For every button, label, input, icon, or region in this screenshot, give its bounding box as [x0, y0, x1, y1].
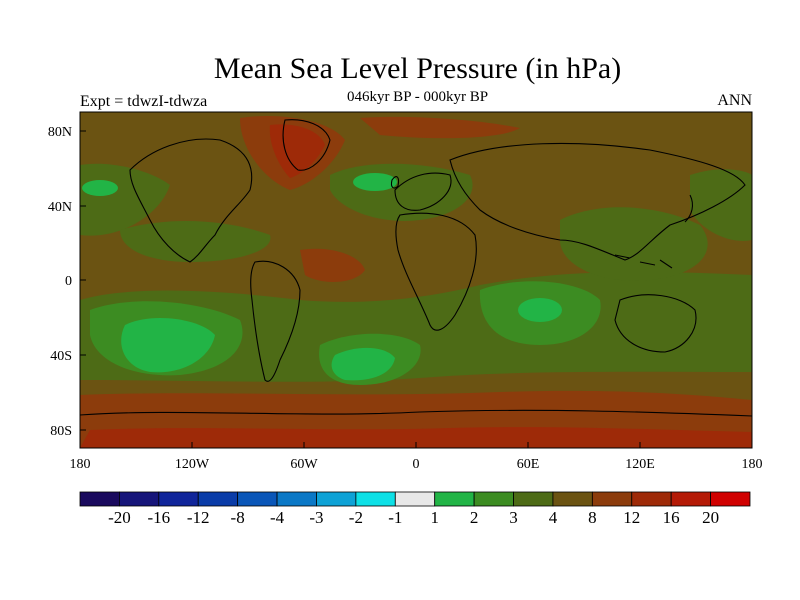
lon-tick-label: 0: [413, 457, 420, 472]
colorbar: -20 -16 -12 -8 -4 -3 -2 -1 1 2 3 4 8 12 16 20: [79, 491, 751, 527]
tropical-pacific-green: [120, 220, 271, 262]
colorbar-label: 2: [470, 508, 479, 527]
colorbar-label: -20: [108, 508, 131, 527]
lon-axis: 180 120W 60W 0 60E 120E 180: [70, 442, 763, 472]
coast-north-america: [129, 138, 253, 263]
north-pacific-green-east: [690, 169, 752, 241]
lat-axis: 80N 40N 0 40S 80S: [48, 125, 86, 439]
colorbar-label: -8: [231, 508, 245, 527]
colorbar-label: -12: [187, 508, 210, 527]
colorbar-swatch: [552, 491, 593, 507]
colorbar-label: 20: [702, 508, 719, 527]
coastlines: [80, 119, 752, 417]
lon-tick-label: 120W: [175, 457, 210, 472]
lat-tick-label: 80S: [50, 424, 72, 439]
colorbar-label: 12: [623, 508, 640, 527]
coast-japan: [684, 194, 694, 223]
coast-uk: [390, 176, 400, 189]
map-subtitle: 046kyr BP - 000kyr BP: [346, 89, 489, 105]
colorbar-swatch: [513, 491, 554, 507]
north-pacific-core: [82, 180, 118, 196]
lon-tick-label: 180: [742, 457, 763, 472]
south-atlantic-core: [331, 347, 395, 381]
colorbar-label: 16: [663, 508, 680, 527]
colorbar-swatch: [119, 491, 160, 507]
coast-europe: [394, 172, 452, 211]
colorbar-label: -3: [309, 508, 323, 527]
arctic-red: [360, 116, 520, 139]
coast-antarctica: [80, 409, 752, 417]
south-pacific-core: [121, 317, 215, 373]
colorbar-swatch: [276, 491, 317, 507]
indian-core: [518, 298, 562, 322]
colorbar-swatch: [316, 491, 357, 507]
colorbar-label: 8: [588, 508, 597, 527]
north-atlantic-core: [353, 173, 397, 191]
lat-tick-label: 80N: [48, 125, 72, 140]
colorbar-label: -1: [388, 508, 402, 527]
colorbar-swatch: [591, 491, 633, 507]
colorbar-swatch: [670, 491, 711, 507]
colorbar-swatch: [79, 491, 120, 507]
colorbar-swatch: [237, 491, 278, 507]
coast-indonesia: [614, 254, 673, 269]
coast-africa: [395, 212, 477, 331]
central-pacific-red: [300, 248, 365, 282]
colorbar-label: 3: [509, 508, 518, 527]
lon-tick-label: 120E: [625, 457, 655, 472]
colorbar-label: -2: [349, 508, 363, 527]
coast-asia: [449, 142, 746, 261]
coast-australia: [614, 294, 697, 353]
experiment-label: Expt = tdwzI-tdwza: [80, 93, 208, 110]
colorbar-label: 4: [549, 508, 558, 527]
map-title: Mean Sea Level Pressure (in hPa): [213, 52, 622, 85]
colorbar-swatch: [473, 491, 514, 507]
colorbar-swatch: [158, 491, 199, 507]
coast-south-america: [250, 260, 301, 382]
colorbar-label: -4: [270, 508, 285, 527]
season-label: ANN: [717, 92, 752, 109]
colorbar-swatch: [355, 491, 396, 507]
lat-tick-label: 0: [65, 274, 72, 289]
colorbar-swatch: [710, 491, 751, 507]
lon-tick-label: 60W: [290, 457, 318, 472]
lon-tick-label: 180: [70, 457, 91, 472]
pressure-field: [80, 112, 752, 448]
lon-tick-label: 60E: [517, 457, 540, 472]
antarctic-deep-red: [80, 427, 752, 448]
tropical-green: [560, 207, 708, 281]
colorbar-label: -16: [147, 508, 170, 527]
colorbar-label: 1: [430, 508, 439, 527]
lat-tick-label: 40S: [50, 349, 72, 364]
colorbar-swatch: [394, 491, 436, 507]
colorbar-swatch: [197, 491, 239, 507]
lat-tick-label: 40N: [48, 200, 72, 215]
coast-greenland: [282, 119, 331, 171]
colorbar-swatch: [434, 491, 475, 507]
colorbar-swatch: [631, 491, 672, 507]
